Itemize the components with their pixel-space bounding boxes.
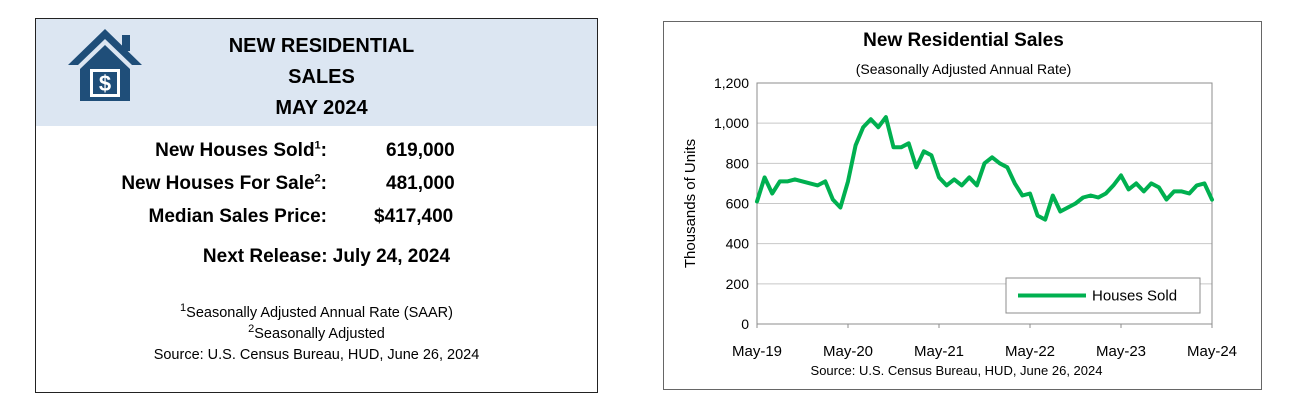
y-tick-label: 200 bbox=[726, 276, 750, 292]
stat-row-median-price: Median Sales Price: $417,400 bbox=[36, 206, 597, 236]
y-tick-label: 1,000 bbox=[714, 115, 749, 131]
stat-row-houses-sold: New Houses Sold1: 619,000 bbox=[36, 140, 597, 170]
chart-panel: New Residential Sales (Seasonally Adjust… bbox=[663, 21, 1262, 390]
y-tick-label: 1,200 bbox=[714, 75, 749, 91]
y-tick-label: 800 bbox=[726, 155, 750, 171]
y-tick-label: 400 bbox=[726, 236, 750, 252]
summary-title-line: NEW RESIDENTIAL bbox=[228, 35, 415, 57]
stat-value: 481,000 bbox=[386, 173, 455, 194]
x-tick-label: May-23 bbox=[1096, 343, 1146, 360]
stat-row-houses-for-sale: New Houses For Sale2: 481,000 bbox=[36, 173, 597, 203]
house-dollar-icon: $ bbox=[68, 29, 142, 101]
footnote: 1Seasonally Adjusted Annual Rate (SAAR) bbox=[180, 302, 453, 321]
stat-label: New Houses Sold1: bbox=[155, 139, 327, 161]
summary-title-line: MAY 2024 bbox=[275, 97, 368, 119]
chart-title: New Residential Sales bbox=[863, 30, 1064, 51]
chart-source: Source: U.S. Census Bureau, HUD, June 26… bbox=[810, 363, 1103, 378]
summary-panel: $ NEW RESIDENTIAL SALES MAY 2024 New Hou… bbox=[35, 18, 598, 393]
footnote: 2Seasonally Adjusted bbox=[248, 323, 385, 342]
y-axis-label: Thousands of Units bbox=[682, 139, 699, 268]
summary-title-line: SALES bbox=[288, 66, 355, 88]
next-release: Next Release: July 24, 2024 bbox=[202, 246, 451, 267]
footnotes: 1Seasonally Adjusted Annual Rate (SAAR) … bbox=[36, 303, 597, 366]
stat-label: Median Sales Price: bbox=[148, 206, 327, 227]
summary-header: $ NEW RESIDENTIAL SALES MAY 2024 bbox=[36, 19, 597, 126]
svg-text:$: $ bbox=[99, 71, 111, 96]
x-tick-label: May-20 bbox=[823, 343, 873, 360]
y-tick-label: 0 bbox=[741, 316, 749, 332]
summary-title: NEW RESIDENTIAL SALES MAY 2024 bbox=[36, 31, 597, 124]
y-tick-label: 600 bbox=[726, 196, 750, 212]
series-line-houses-sold bbox=[755, 115, 1214, 222]
chart-subtitle: (Seasonally Adjusted Annual Rate) bbox=[855, 61, 1072, 77]
stat-value: $417,400 bbox=[374, 206, 454, 227]
x-tick-label: May-19 bbox=[732, 343, 782, 360]
x-tick-label: May-22 bbox=[1005, 343, 1055, 360]
x-tick-label: May-24 bbox=[1187, 343, 1237, 360]
legend-label: Houses Sold bbox=[1092, 288, 1177, 305]
stat-label: New Houses For Sale2: bbox=[121, 172, 327, 194]
source-note: Source: U.S. Census Bureau, HUD, June 26… bbox=[153, 347, 480, 363]
x-tick-label: May-21 bbox=[914, 343, 964, 360]
line-chart: 0 200 400 600 800 1,000 1,200 May-19 May-20 May-2… bbox=[682, 75, 1237, 360]
stat-value: 619,000 bbox=[386, 140, 455, 161]
